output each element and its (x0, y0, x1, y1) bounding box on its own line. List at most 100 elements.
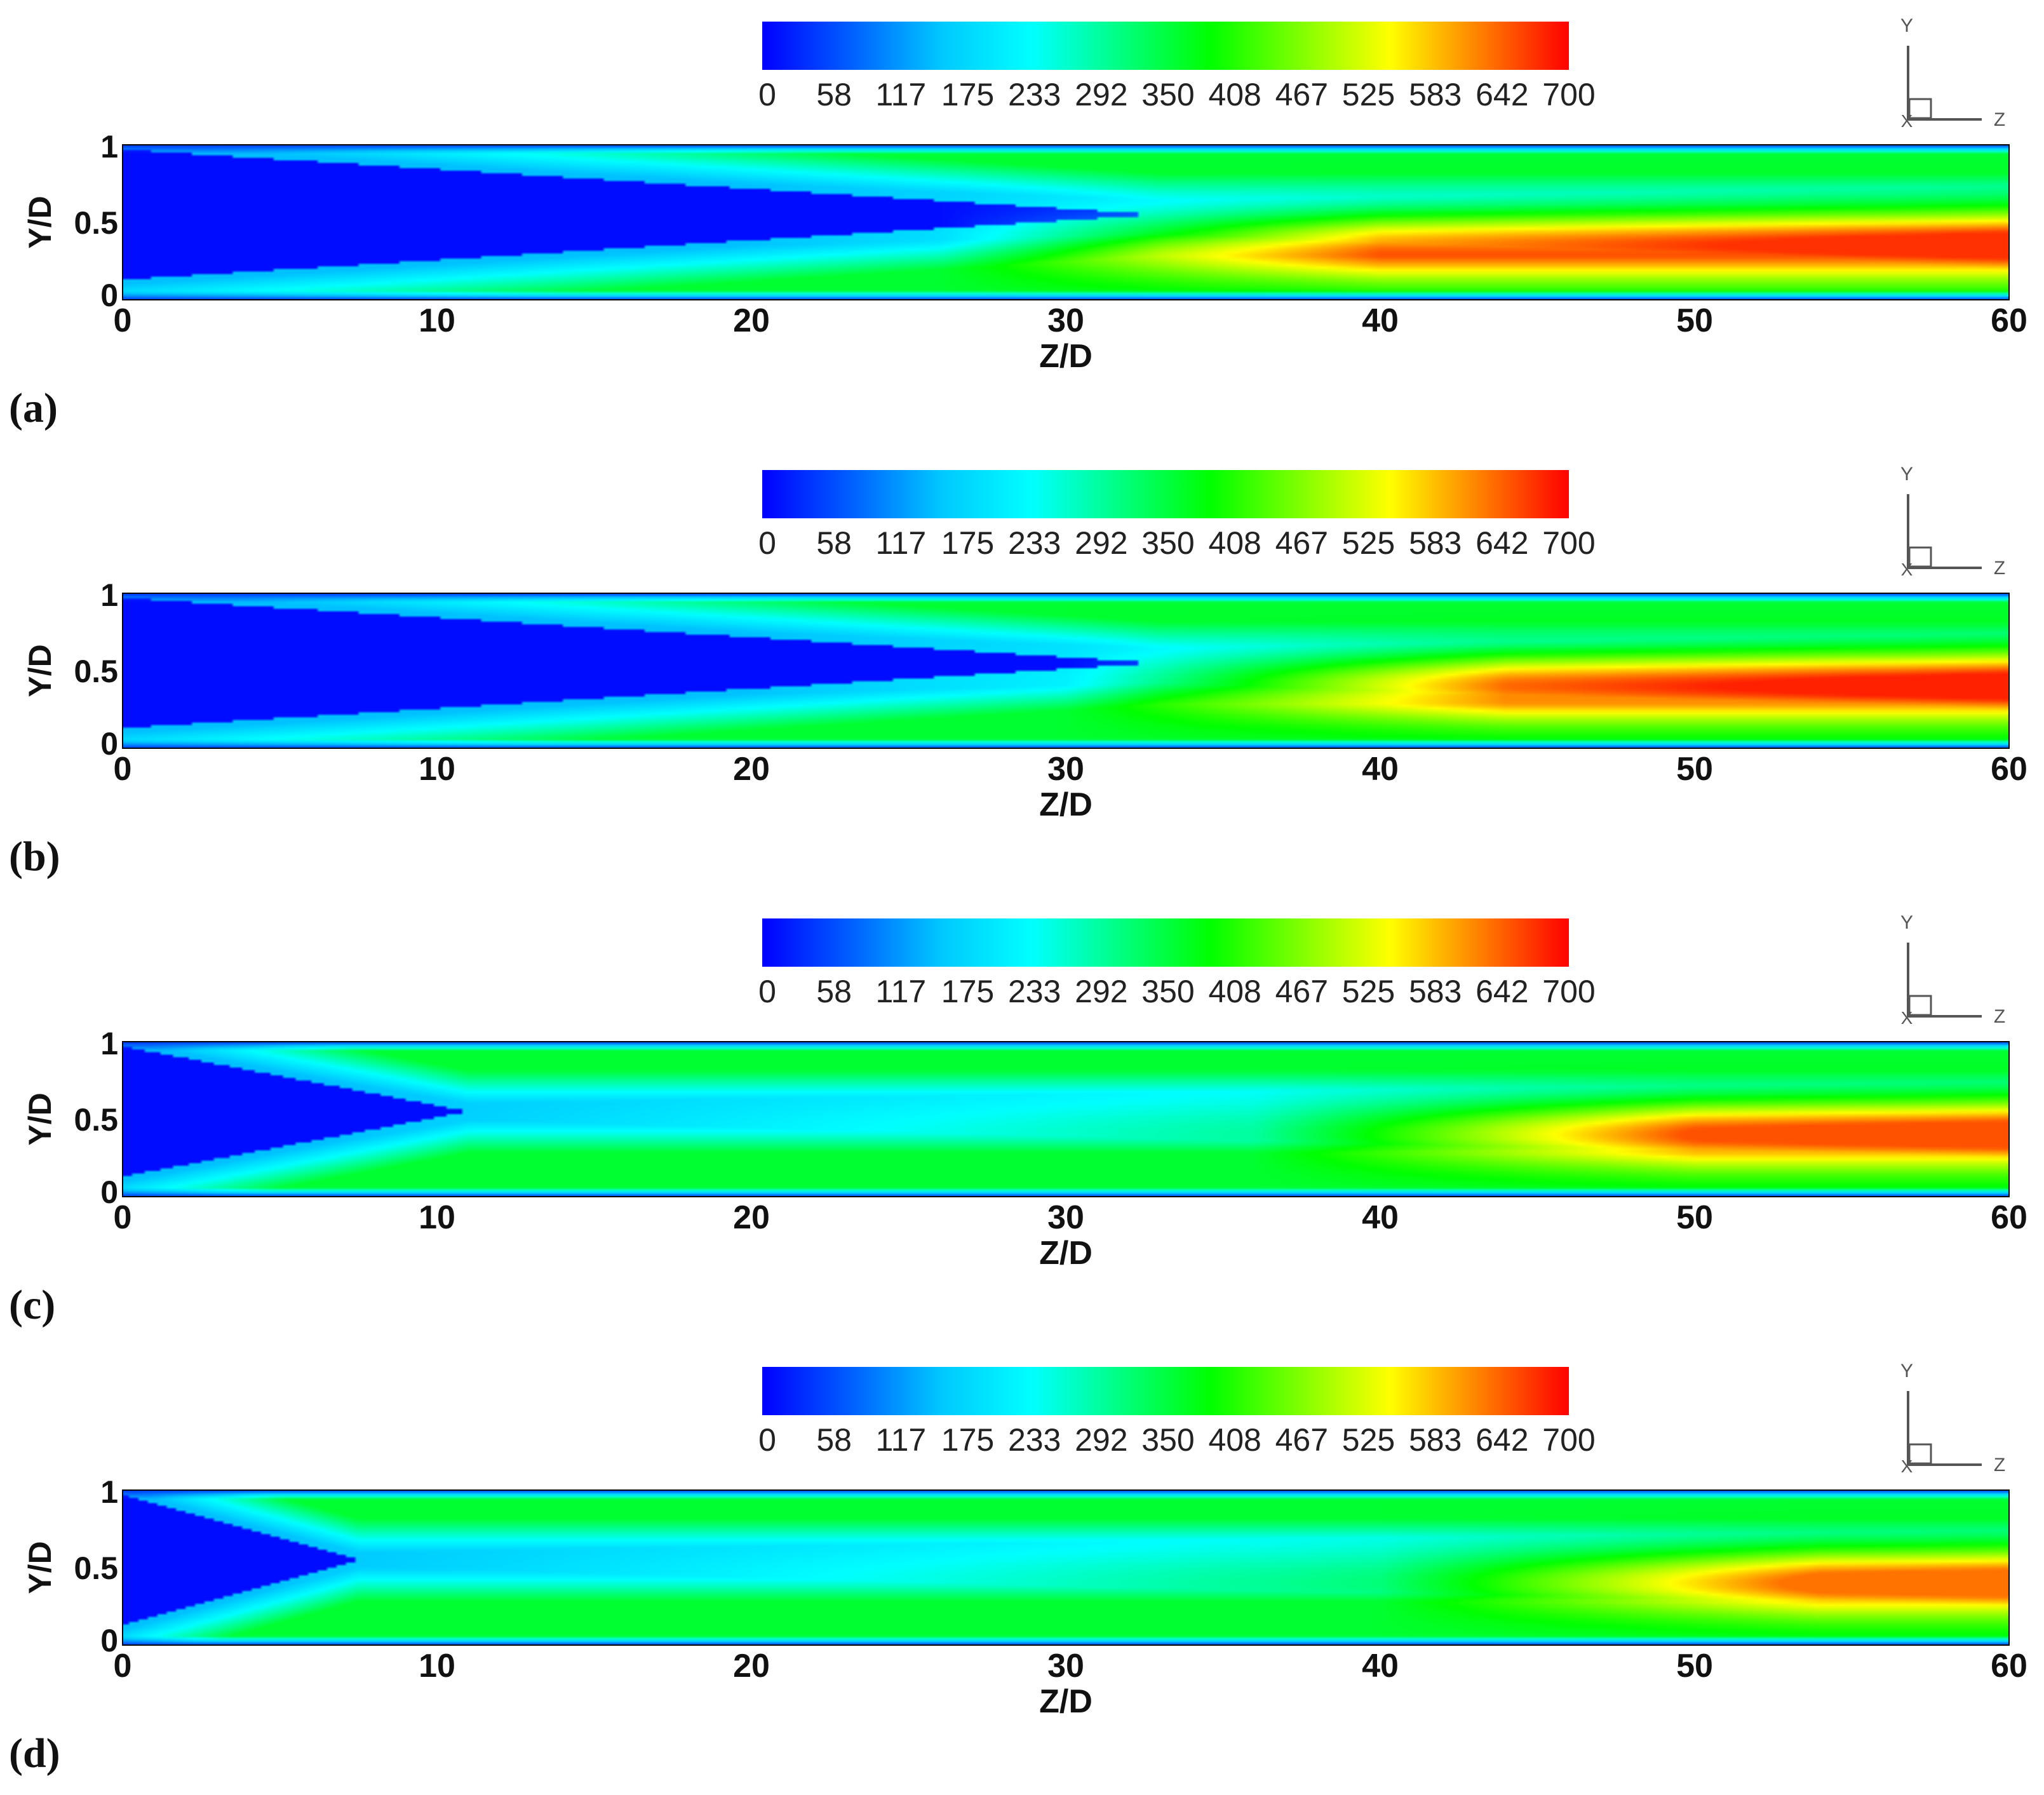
colorbar (762, 470, 1569, 518)
plot-frame (122, 144, 2010, 300)
colorbar-tick-label: 467 (1275, 1422, 1329, 1458)
colorbar-tick-label: 525 (1341, 77, 1395, 112)
colorbar-tick-label: 467 (1275, 525, 1329, 561)
y-tick-label: 0 (100, 1623, 118, 1658)
x-tick-label: 50 (1676, 1648, 1713, 1684)
y-tick-label: 0.5 (74, 654, 118, 689)
temperature-field (123, 1042, 2009, 1197)
x-tick-label: 20 (733, 1648, 770, 1684)
colorbar-tick-label: 350 (1141, 974, 1195, 1009)
colorbar-tick-label: 175 (941, 974, 995, 1009)
y-tick-label: 0.5 (74, 205, 118, 241)
colorbar-tick-label: 525 (1341, 525, 1395, 561)
colorbar-tick-label: 583 (1408, 525, 1462, 561)
triad-y-label: Y (1900, 912, 1913, 933)
plot-frame (122, 1489, 2010, 1646)
colorbar-tick-label: 0 (758, 974, 776, 1009)
colorbar-tick-label: 642 (1476, 77, 1529, 112)
y-tick-label: 0.5 (74, 1102, 118, 1138)
x-tick-label: 40 (1362, 751, 1399, 788)
triad-x-label: X (1901, 560, 1913, 579)
colorbar (762, 22, 1569, 70)
triad-z-label: Z (1994, 1455, 2005, 1476)
triad-z-label: Z (1994, 558, 2005, 579)
x-tick-label: 30 (1047, 302, 1084, 339)
y-tick-label: 1 (100, 1026, 118, 1061)
y-tick-label: 0 (100, 1174, 118, 1210)
x-axis-title: Z/D (1039, 1235, 1093, 1272)
colorbar-tick-label: 58 (816, 1422, 852, 1458)
colorbar-tick-label: 233 (1007, 525, 1061, 561)
colorbar-tick-label: 700 (1542, 77, 1596, 112)
triad-y-label: Y (1900, 464, 1913, 485)
colorbar-tick-label: 467 (1275, 974, 1329, 1009)
contour-panel: 0 58 117 175 233 292 350 408 467 525 583 642 700 0 10 2… (0, 897, 2044, 1345)
temperature-field (123, 593, 2009, 748)
triad-box (1908, 546, 1932, 568)
x-tick-label: 30 (1047, 1199, 1084, 1236)
x-tick-label: 0 (114, 302, 132, 339)
contour-panel: 0 58 117 175 233 292 350 408 467 525 583 642 700 0 10 2… (0, 448, 2044, 897)
y-tick-label: 1 (100, 577, 118, 613)
colorbar-tick-label: 58 (816, 974, 852, 1009)
colorbar-tick-label: 350 (1141, 77, 1195, 112)
colorbar (762, 1367, 1569, 1415)
x-tick-label: 10 (419, 1648, 455, 1684)
colorbar-tick-label: 233 (1007, 1422, 1061, 1458)
panel-label: (c) (9, 1282, 56, 1328)
x-tick-label: 0 (114, 751, 132, 788)
colorbar-tick-label: 700 (1542, 1422, 1596, 1458)
triad-x-label: X (1901, 111, 1913, 131)
triad-box (1908, 98, 1932, 119)
triad-x-label: X (1901, 1008, 1913, 1028)
colorbar-tick-label: 642 (1476, 1422, 1529, 1458)
colorbar-tick-label: 233 (1007, 974, 1061, 1009)
temperature-field (123, 145, 2009, 300)
colorbar-tick-label: 583 (1408, 974, 1462, 1009)
x-tick-label: 50 (1676, 1199, 1713, 1236)
y-axis-title: Y/D (22, 644, 58, 697)
x-tick-label: 60 (1991, 302, 2027, 339)
colorbar-tick-label: 0 (758, 77, 776, 112)
x-tick-label: 60 (1991, 1199, 2027, 1236)
x-tick-label: 40 (1362, 302, 1399, 339)
y-tick-label: 1 (100, 1474, 118, 1510)
colorbar-tick-label: 292 (1075, 525, 1128, 561)
contour-plot: 0 10 20 30 40 50 60 Z/D 0 0.5 1 Y/D Y Z X (22, 1361, 2027, 1720)
colorbar-tick-label: 117 (875, 77, 927, 112)
colorbar-tick-label: 117 (875, 974, 927, 1009)
colorbar-tick-label: 233 (1007, 77, 1061, 112)
colorbar-tick-label: 583 (1408, 1422, 1462, 1458)
triad-box (1908, 995, 1932, 1016)
y-tick-label: 1 (100, 129, 118, 165)
x-tick-label: 0 (114, 1648, 132, 1684)
triad-y-label: Y (1900, 15, 1913, 36)
colorbar-tick-label: 117 (875, 1422, 927, 1458)
colorbar-tick-label: 700 (1542, 525, 1596, 561)
triad-x-label: X (1901, 1456, 1913, 1476)
colorbar-tick-label: 350 (1141, 1422, 1195, 1458)
y-axis-title: Y/D (22, 196, 58, 248)
x-tick-label: 20 (733, 1199, 770, 1236)
y-tick-label: 0 (100, 726, 118, 762)
panel-label: (b) (9, 833, 60, 880)
x-tick-label: 50 (1676, 302, 1713, 339)
contour-plot: 0 10 20 30 40 50 60 Z/D 0 0.5 1 Y/D Y Z X (22, 912, 2027, 1272)
colorbar-tick-label: 525 (1341, 974, 1395, 1009)
x-tick-label: 20 (733, 751, 770, 788)
contour-plot: 0 10 20 30 40 50 60 Z/D 0 0.5 1 Y/D Y Z X (22, 15, 2027, 375)
x-tick-label: 10 (419, 1199, 455, 1236)
plot-frame (122, 1041, 2010, 1197)
colorbar-tick-label: 408 (1208, 77, 1261, 112)
triad-y-label: Y (1900, 1361, 1913, 1382)
y-axis-title: Y/D (22, 1541, 58, 1594)
colorbar-tick-label: 583 (1408, 77, 1462, 112)
contour-panel: 0 58 117 175 233 292 350 408 467 525 583 642 700 0 10 2… (0, 1345, 2044, 1794)
colorbar-tick-label: 525 (1341, 1422, 1395, 1458)
colorbar-tick-label: 700 (1542, 974, 1596, 1009)
contour-panel: 0 58 117 175 233 292 350 408 467 525 583 642 700 0 10 2… (0, 0, 2044, 448)
temperature-field (123, 1490, 2009, 1645)
panel-label: (a) (9, 385, 58, 431)
x-axis-title: Z/D (1039, 338, 1093, 375)
x-tick-label: 30 (1047, 751, 1084, 788)
